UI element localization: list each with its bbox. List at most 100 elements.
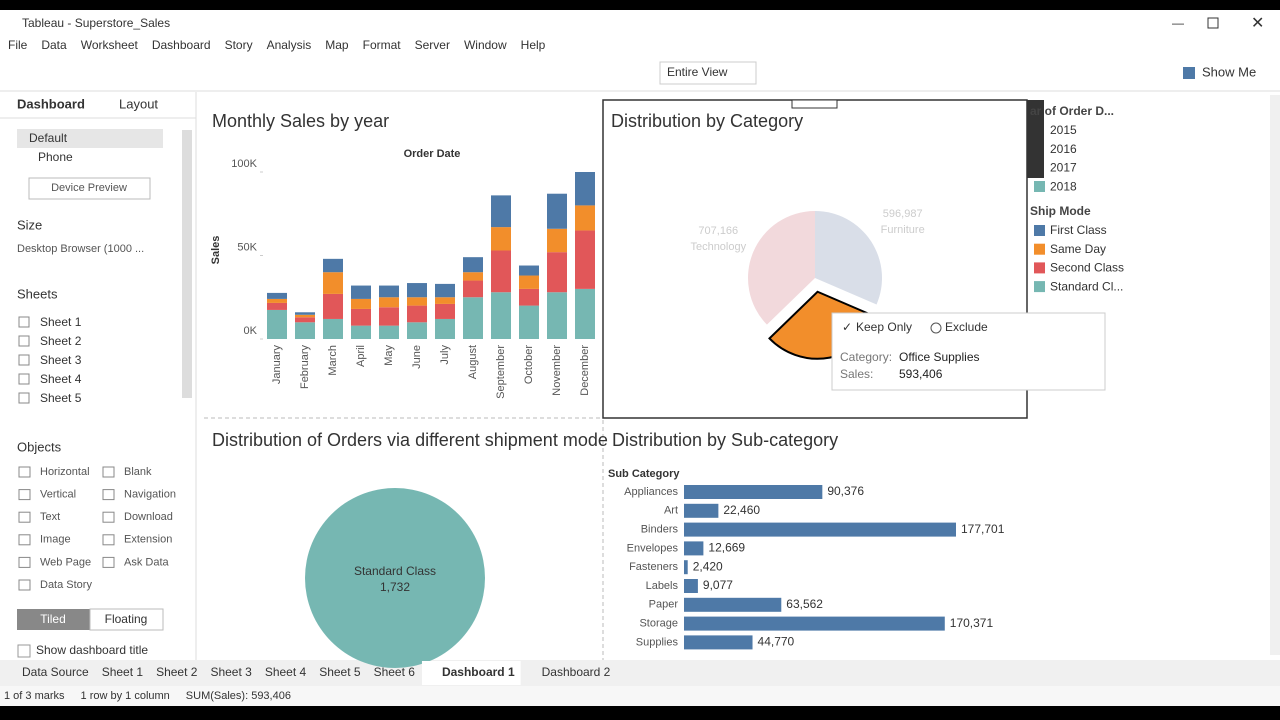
zone-handle[interactable] — [791, 99, 838, 109]
x-tick-label: September — [495, 345, 507, 399]
bar-segment — [323, 258, 343, 273]
minimize[interactable]: — — [1172, 16, 1184, 30]
panel-tab[interactable]: Layout — [119, 96, 158, 111]
menu-item[interactable]: Help — [521, 38, 546, 52]
tooltip-action[interactable]: Exclude — [945, 320, 988, 334]
tooltip-action[interactable]: Keep Only — [856, 320, 912, 334]
bar — [684, 485, 823, 499]
tiled-button[interactable] — [17, 609, 90, 630]
menu-item[interactable]: Server — [415, 38, 450, 52]
sheet-tab[interactable]: Sheet 3 — [210, 665, 252, 679]
chart-title: Monthly Sales by year — [212, 111, 389, 131]
device-preview-button[interactable] — [28, 177, 151, 200]
floating-button[interactable] — [89, 608, 164, 631]
close[interactable]: ✕ — [1251, 15, 1264, 32]
slice-label: Technology — [690, 241, 746, 253]
sheet-tab[interactable]: Sheet 1 — [102, 665, 144, 679]
object-item[interactable]: Horizontal — [40, 466, 90, 478]
slice-value: 596,987 — [883, 208, 923, 220]
canvas-scrollbar[interactable] — [1270, 95, 1280, 655]
x-tick-label: July — [439, 345, 451, 365]
menu-item[interactable]: Dashboard — [152, 38, 211, 52]
view-mode[interactable]: Entire View — [667, 65, 728, 79]
bar-segment — [323, 293, 343, 319]
bar-value: 44,770 — [758, 635, 795, 649]
status-text: 1 row by 1 column — [81, 690, 170, 702]
scrollbar[interactable] — [182, 130, 192, 398]
bar-segment — [407, 283, 427, 298]
menu-item[interactable]: Story — [225, 38, 253, 52]
checkbox[interactable] — [17, 644, 31, 658]
menu-item[interactable]: Format — [363, 38, 402, 52]
object-item[interactable]: Text — [40, 511, 60, 523]
sheet-tab[interactable]: Sheet 6 — [374, 665, 416, 679]
object-item[interactable]: Navigation — [124, 489, 176, 501]
zone-toolbar[interactable] — [1027, 100, 1044, 178]
object-item[interactable]: Extension — [124, 534, 172, 546]
chrome — [0, 10, 1280, 90]
menu-item[interactable]: Analysis — [267, 38, 312, 52]
sheet-item[interactable]: Sheet 3 — [40, 353, 82, 367]
object-item[interactable]: Data Story — [40, 579, 92, 591]
tooltip-value: 593,406 — [899, 367, 943, 381]
bar-value: 90,376 — [827, 484, 864, 498]
panel-tab[interactable]: Dashboard — [17, 96, 85, 111]
menu-item[interactable]: Window — [464, 38, 507, 52]
legend-item: 2018 — [1050, 179, 1077, 193]
slice-label: Furniture — [881, 224, 925, 236]
x-tick-label: October — [523, 345, 535, 384]
sheet-item[interactable]: Sheet 1 — [40, 315, 82, 329]
sheet-item[interactable]: Sheet 4 — [40, 372, 82, 386]
menu-item[interactable]: Map — [325, 38, 349, 52]
bar-segment — [547, 252, 567, 293]
menu-item[interactable]: Worksheet — [81, 38, 139, 52]
maximize[interactable] — [1207, 17, 1219, 29]
object-item[interactable]: Image — [40, 534, 71, 546]
show-me-icon[interactable] — [1183, 67, 1195, 79]
object-icon — [102, 466, 115, 478]
sheet-tab[interactable]: Sheet 2 — [156, 665, 198, 679]
legend-item: Second Class — [1050, 261, 1124, 275]
bar-segment — [351, 325, 371, 339]
bar-segment — [519, 305, 539, 339]
bar-value: 2,420 — [693, 559, 723, 573]
sheet-tab[interactable]: Dashboard 1 — [442, 665, 515, 679]
category-label: Labels — [646, 580, 679, 592]
tooltip-label: Category: — [840, 350, 892, 364]
section-heading: Objects — [17, 439, 62, 454]
object-item[interactable]: Web Page — [40, 556, 91, 568]
legend-item: Same Day — [1050, 242, 1106, 256]
sheet-tab[interactable]: Sheet 4 — [265, 665, 307, 679]
menu-item[interactable]: File — [8, 38, 28, 52]
bar-segment — [435, 318, 455, 339]
object-item[interactable]: Vertical — [40, 489, 76, 501]
sheet-tab[interactable]: Sheet 5 — [319, 665, 361, 679]
tooltip-label: Sales: — [840, 367, 873, 381]
tab-bar — [0, 660, 1280, 686]
sheet-item[interactable]: Sheet 2 — [40, 334, 82, 348]
view-dropdown[interactable] — [659, 61, 757, 85]
bar — [684, 541, 704, 556]
device-selected — [17, 129, 163, 148]
device-preview[interactable]: Device Preview — [51, 182, 127, 194]
object-item[interactable]: Blank — [124, 466, 152, 478]
device[interactable]: Phone — [38, 150, 73, 164]
size-dropdown[interactable]: Desktop Browser (1000 ... — [17, 243, 144, 255]
object-item[interactable]: Ask Data — [124, 556, 170, 568]
bar-segment — [323, 272, 343, 294]
bar-segment — [295, 314, 315, 318]
bar-segment — [463, 272, 483, 281]
device[interactable]: Default — [29, 131, 68, 145]
show-title[interactable]: Show dashboard title — [36, 643, 148, 657]
layout-mode[interactable]: Tiled — [40, 612, 66, 626]
show-me[interactable]: Show Me — [1202, 64, 1256, 79]
object-item[interactable]: Download — [124, 511, 173, 523]
sheet-tab[interactable]: Data Source — [22, 665, 89, 679]
bar-segment — [379, 285, 399, 298]
sheet-tab[interactable]: Dashboard 2 — [542, 665, 611, 679]
bubble — [305, 488, 485, 668]
layout-mode[interactable]: Floating — [105, 612, 148, 626]
sheet-item[interactable]: Sheet 5 — [40, 391, 82, 405]
menu-item[interactable]: Data — [41, 38, 67, 52]
bar-segment — [435, 303, 455, 319]
